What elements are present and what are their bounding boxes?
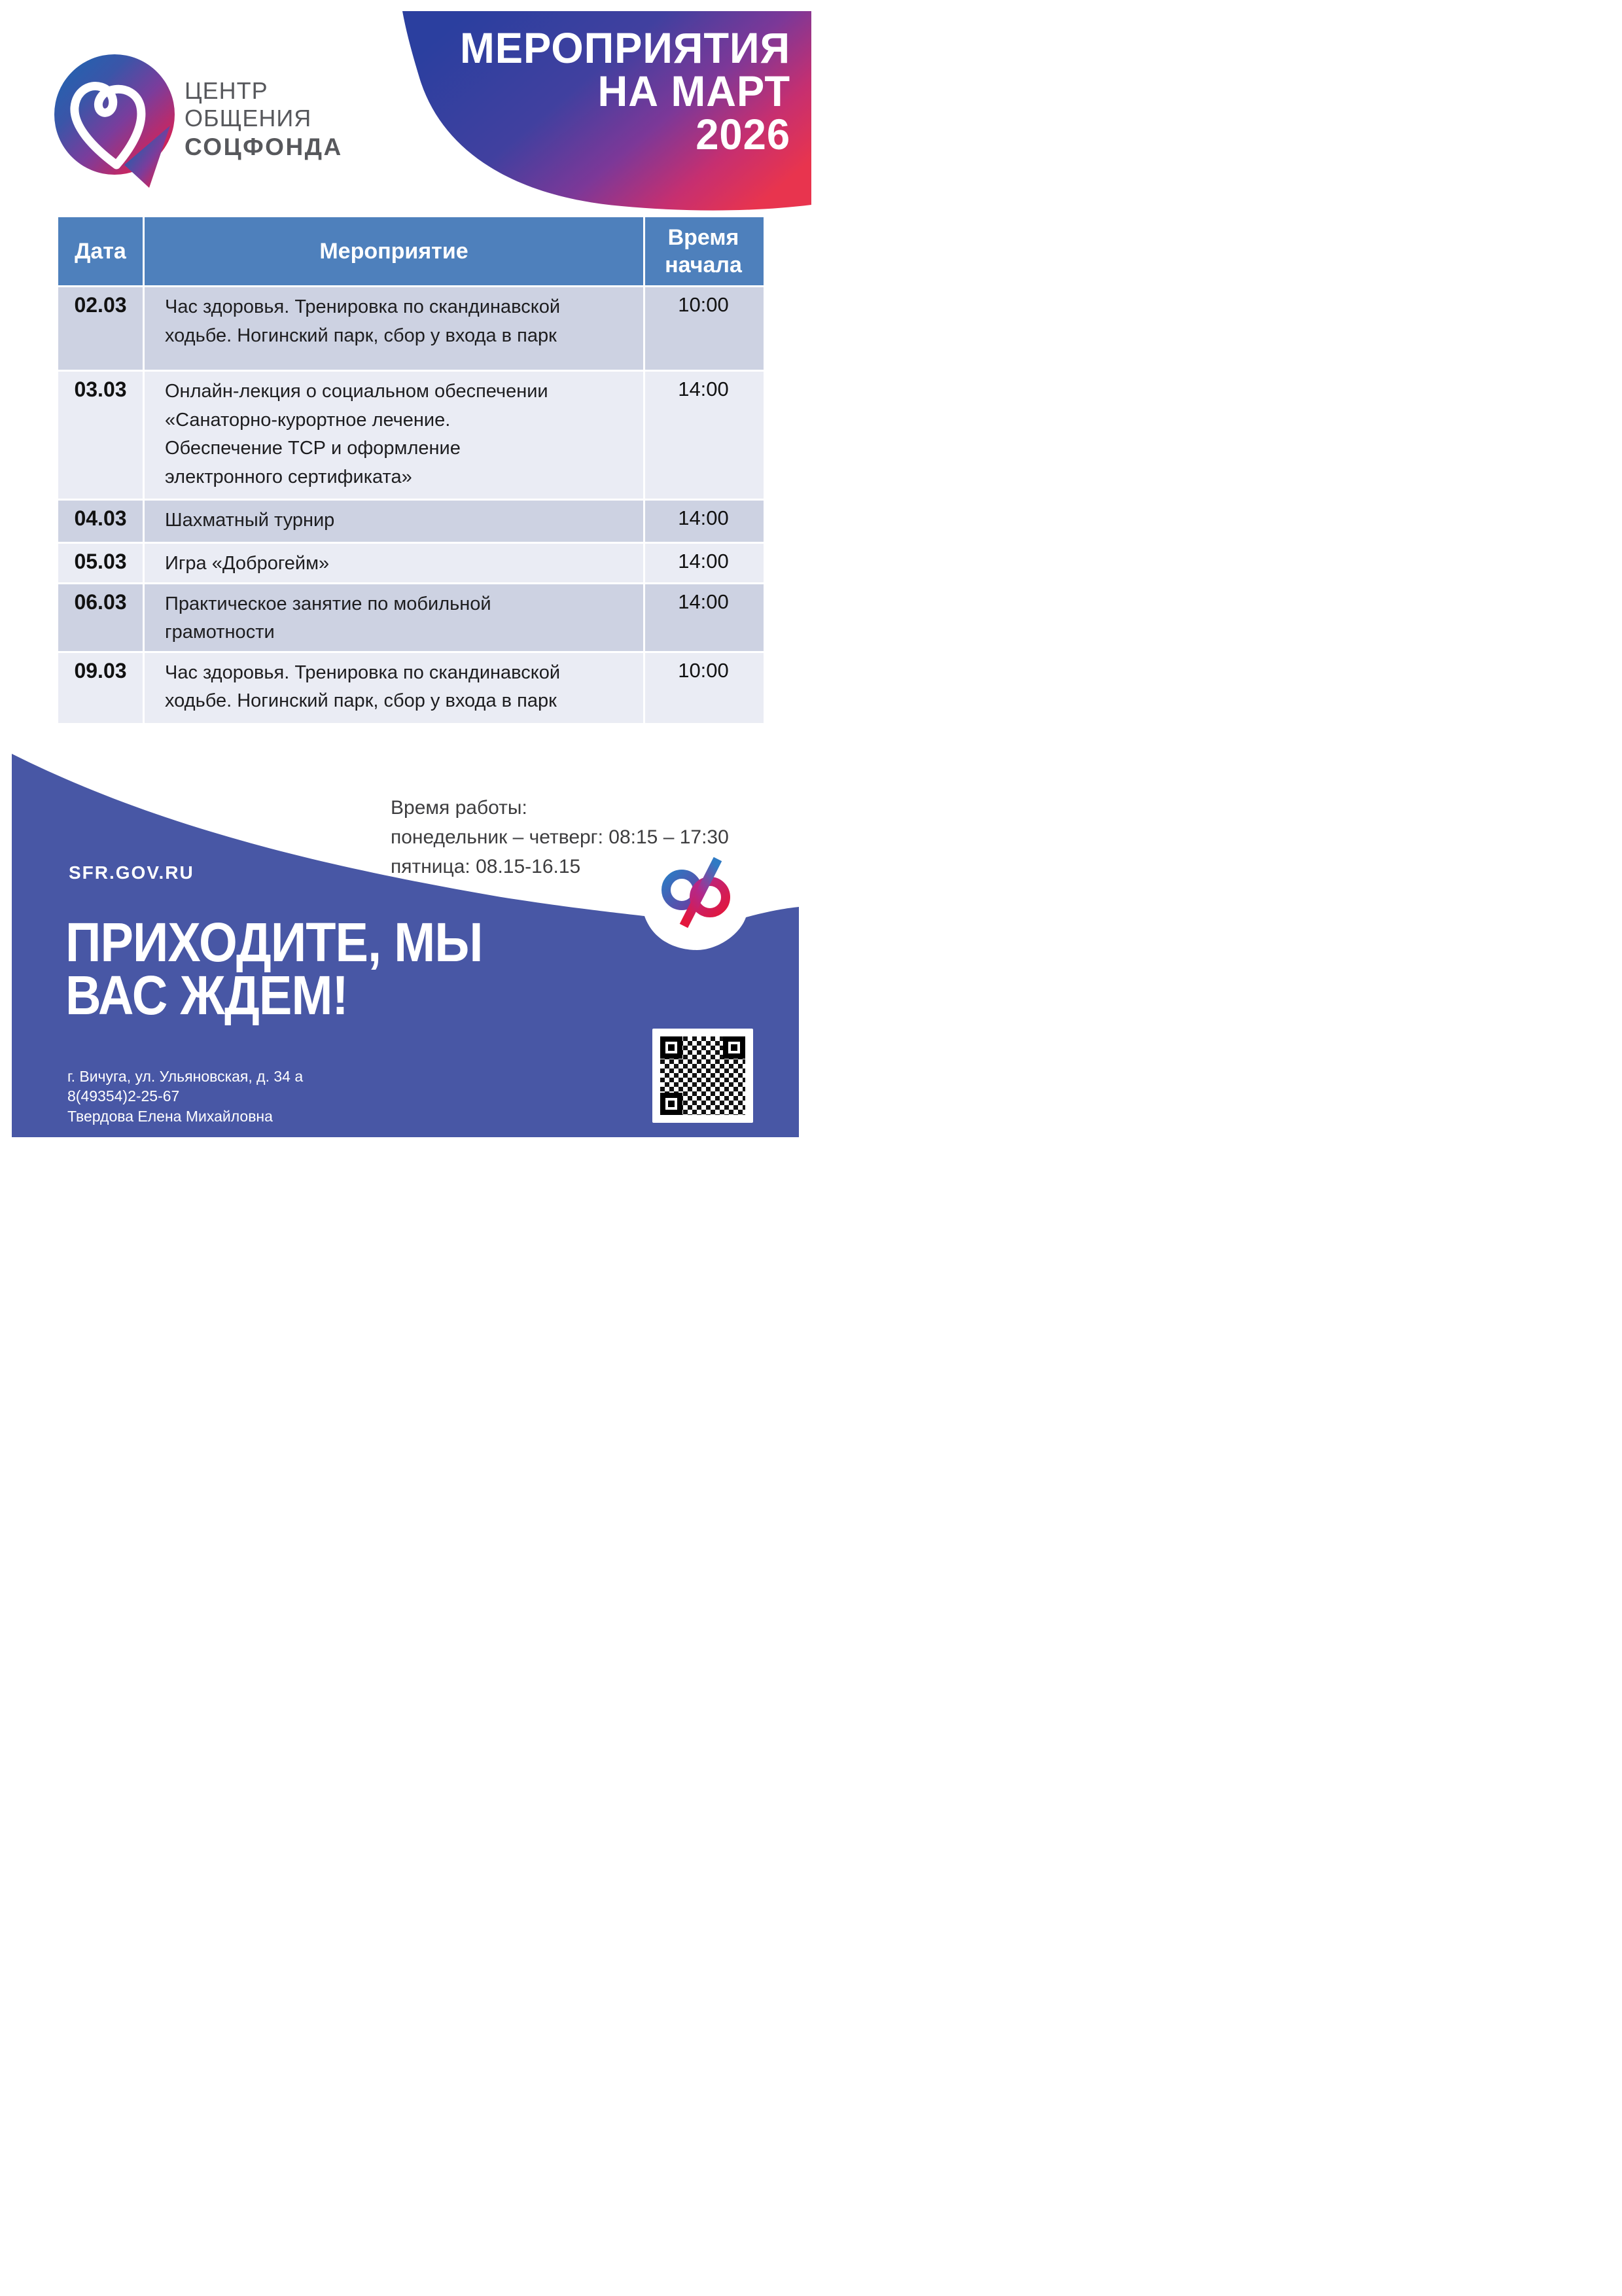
event-name-cell: Практическое занятие по мобильной грамот…	[145, 584, 645, 651]
cta-line-2: ВАС ЖДЕМ!	[65, 964, 349, 1027]
qr-code	[652, 1029, 753, 1123]
events-table: Дата Мероприятие Время начала 02.03 Час …	[58, 217, 764, 723]
poster-page: МЕРОПРИЯТИЯ НА МАРТ 2026 ЦЕНТР ОБЩЕНИЯ С…	[0, 0, 811, 1148]
qr-finder-icon	[723, 1036, 745, 1059]
event-name-cell: Час здоровья. Тренировка по скандинавско…	[145, 287, 645, 370]
table-row: 05.03 Игра «Доброгейм» 14:00	[58, 542, 764, 582]
event-time-cell: 10:00	[678, 293, 729, 316]
table-row: 03.03 Онлайн-лекция о социальном обеспеч…	[58, 370, 764, 499]
qr-pattern	[660, 1036, 745, 1115]
site-url: SFR.GOV.RU	[69, 862, 194, 883]
contact-person: Твердова Елена Михайловна	[67, 1107, 273, 1125]
schedule-rows: 02.03 Час здоровья. Тренировка по сканди…	[58, 285, 764, 723]
qr-finder-icon	[660, 1093, 682, 1115]
table-row: 04.03 Шахматный турнир 14:00	[58, 499, 764, 542]
event-name-cell: Шахматный турнир	[145, 501, 645, 542]
working-hours: Время работы: понедельник – четверг: 08:…	[391, 793, 729, 881]
event-date-cell: 05.03	[58, 544, 145, 582]
qr-finder-icon	[660, 1036, 682, 1059]
event-date-cell: 06.03	[58, 584, 145, 651]
event-time-cell: 10:00	[678, 658, 729, 682]
working-hours-friday: пятница: 08.15-16.15	[391, 856, 581, 877]
table-row: 06.03 Практическое занятие по мобильной …	[58, 582, 764, 651]
contact-phone: 8(49354)2-25-67	[67, 1087, 180, 1105]
event-time-cell: 14:00	[678, 590, 729, 613]
sfr-f-icon	[661, 857, 730, 928]
header-event: Мероприятие	[145, 217, 645, 285]
banner-line-2: НА МАРТ	[597, 67, 790, 115]
event-time-cell: 14:00	[678, 506, 729, 529]
cta-line-1: ПРИХОДИТЕ, МЫ	[65, 911, 483, 973]
brand-line-2: ОБЩЕНИЯ	[185, 105, 312, 132]
brand-line-3: СОЦФОНДА	[185, 133, 343, 160]
cta-heading: ПРИХОДИТЕ, МЫ ВАС ЖДЕМ!	[65, 911, 483, 1027]
event-time-cell: 14:00	[678, 378, 729, 400]
event-date-cell: 02.03	[58, 287, 145, 370]
event-date-cell: 04.03	[58, 501, 145, 542]
event-name-cell: Игра «Доброгейм»	[145, 544, 645, 582]
contact-block: г. Вичуга, ул. Ульяновская, д. 34 а 8(49…	[67, 1067, 303, 1126]
brand-line-1: ЦЕНТР	[185, 77, 268, 104]
header-time: Время начала	[665, 224, 742, 278]
header-date: Дата	[58, 217, 145, 285]
contact-address: г. Вичуга, ул. Ульяновская, д. 34 а	[67, 1068, 304, 1085]
table-header-row: Дата Мероприятие Время начала	[58, 217, 764, 285]
event-date-cell: 03.03	[58, 372, 145, 499]
footer-shape	[12, 754, 799, 1137]
speech-bubble-heart-icon	[54, 54, 175, 188]
banner-line-1: МЕРОПРИЯТИЯ	[460, 24, 790, 72]
event-name-cell: Онлайн-лекция о социальном обеспечении «…	[145, 372, 645, 499]
table-row: 09.03 Час здоровья. Тренировка по сканди…	[58, 650, 764, 723]
working-hours-weekdays: понедельник – четверг: 08:15 – 17:30	[391, 826, 729, 848]
banner-shape	[402, 11, 811, 211]
table-row: 02.03 Час здоровья. Тренировка по сканди…	[58, 285, 764, 370]
banner-line-3: 2026	[696, 110, 790, 158]
event-time-cell: 14:00	[678, 550, 729, 573]
working-hours-title: Время работы:	[391, 797, 527, 819]
event-name-cell: Час здоровья. Тренировка по скандинавско…	[145, 652, 645, 723]
brand-wordmark: ЦЕНТР ОБЩЕНИЯ СОЦФОНДА	[185, 77, 343, 162]
banner-title: МЕРОПРИЯТИЯ НА МАРТ 2026	[460, 26, 790, 156]
event-date-cell: 09.03	[58, 652, 145, 723]
